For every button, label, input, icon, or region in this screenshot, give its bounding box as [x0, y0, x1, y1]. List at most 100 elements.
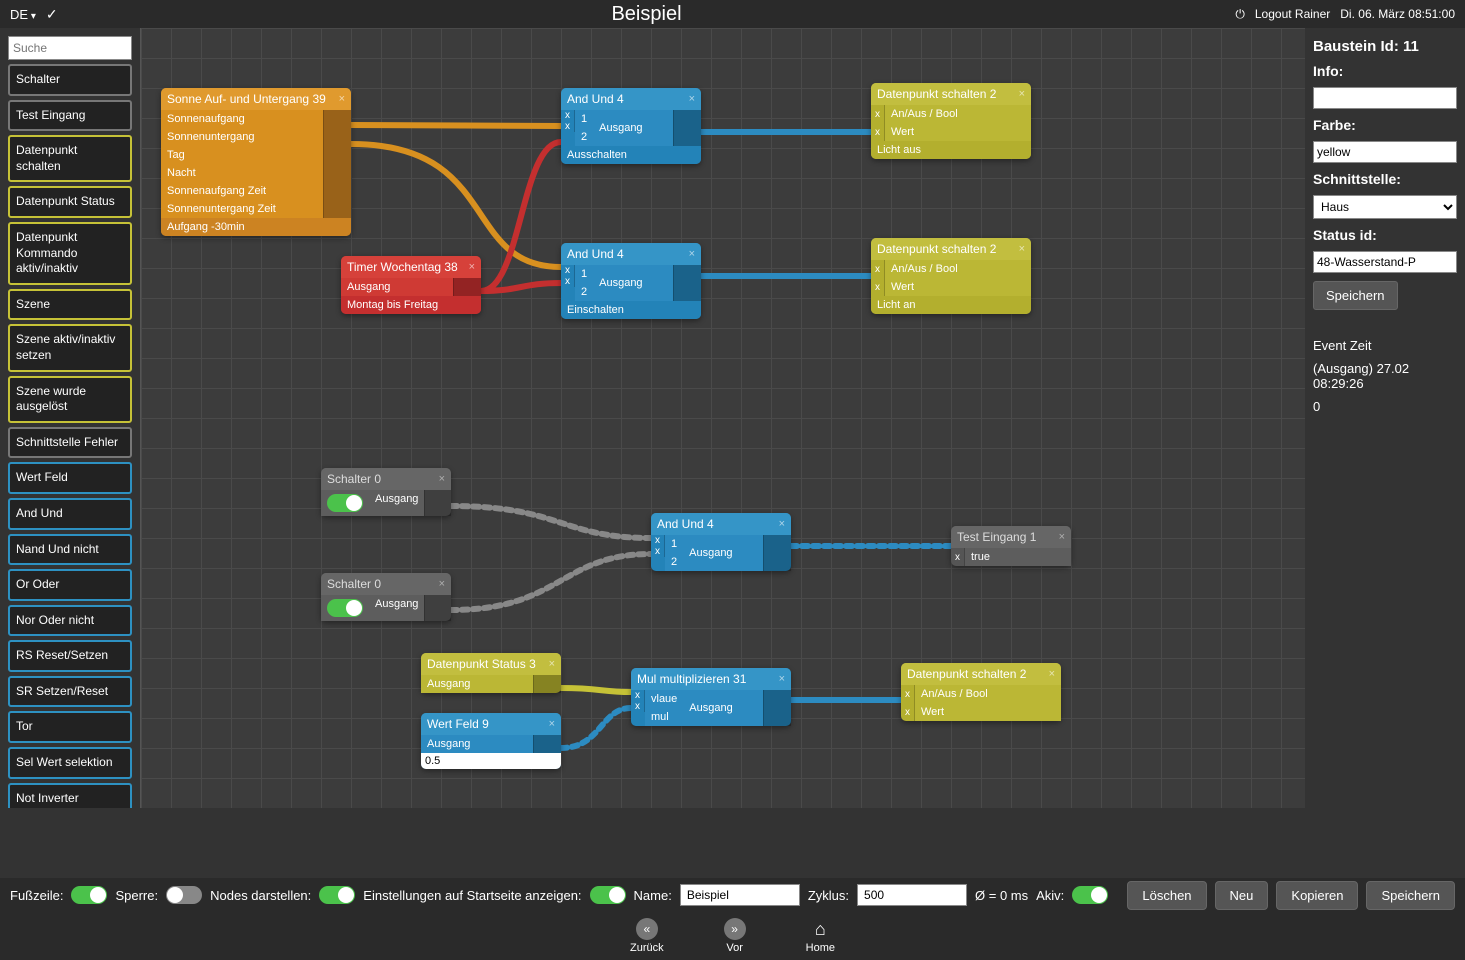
nav-bar: « Zurück » Vor ⌂ Home [0, 912, 1465, 960]
flow-node[interactable]: Datenpunkt schalten 2×xAn/Aus / BoolxWer… [901, 663, 1061, 721]
nodes-toggle[interactable] [319, 886, 355, 904]
sidebar-item[interactable]: Not Inverter [8, 783, 132, 808]
copy-button[interactable]: Kopieren [1276, 881, 1358, 910]
name-label: Name: [634, 888, 672, 903]
close-icon[interactable]: × [689, 93, 695, 105]
schnittstelle-select[interactable]: Haus [1313, 195, 1457, 219]
close-icon[interactable]: × [469, 261, 475, 273]
einstellungen-label: Einstellungen auf Startseite anzeigen: [363, 888, 581, 903]
sidebar-item[interactable]: Nor Oder nicht [8, 605, 132, 637]
close-icon[interactable]: × [779, 518, 785, 530]
close-icon[interactable]: × [439, 473, 445, 485]
sidebar-item[interactable]: Schnittstelle Fehler [8, 427, 132, 459]
power-icon[interactable]: ⏻ [1235, 7, 1245, 22]
close-icon[interactable]: × [1059, 531, 1065, 543]
flow-node[interactable]: Test Eingang 1×xtrue [951, 526, 1071, 566]
flow-node[interactable]: Datenpunkt Status 3×Ausgang [421, 653, 561, 693]
sidebar-item[interactable]: Datenpunkt Kommando aktiv/inaktiv [8, 222, 132, 285]
close-icon[interactable]: × [689, 248, 695, 260]
home-icon: ⌂ [815, 919, 826, 940]
flow-node[interactable]: Schalter 0×Ausgang [321, 468, 451, 516]
sidebar-item[interactable]: Datenpunkt Status [8, 186, 132, 218]
flow-node[interactable]: And Und 4×xx12Ausgang [651, 513, 791, 571]
check-icon[interactable]: ✓ [46, 6, 58, 23]
event-value: 0 [1313, 399, 1457, 414]
sidebar-item[interactable]: Tor [8, 711, 132, 743]
close-icon[interactable]: × [779, 673, 785, 685]
close-icon[interactable]: × [1049, 668, 1055, 680]
back-icon: « [636, 918, 658, 940]
farbe-label: Farbe: [1313, 117, 1457, 133]
save-button-footer[interactable]: Speichern [1366, 881, 1455, 910]
farbe-input[interactable] [1313, 141, 1457, 163]
flow-node[interactable]: Schalter 0×Ausgang [321, 573, 451, 621]
forward-button[interactable]: » Vor [724, 918, 746, 954]
avg-label: Ø = 0 ms [975, 888, 1028, 903]
canvas[interactable]: Sonne Auf- und Untergang 39×Sonnenaufgan… [140, 28, 1305, 808]
close-icon[interactable]: × [339, 93, 345, 105]
info-input[interactable] [1313, 87, 1457, 109]
sidebar-item[interactable]: Datenpunkt schalten [8, 135, 132, 182]
flow-node[interactable]: Wert Feld 9×Ausgang0.5 [421, 713, 561, 769]
flow-node[interactable]: Mul multiplizieren 31×xxvlauemulAusgang [631, 668, 791, 726]
search-input[interactable] [8, 36, 132, 60]
home-button[interactable]: ⌂ Home [806, 919, 835, 954]
flow-node[interactable]: Datenpunkt schalten 2×xAn/Aus / BoolxWer… [871, 238, 1031, 314]
switch-toggle[interactable] [327, 599, 363, 617]
close-icon[interactable]: × [549, 718, 555, 730]
sidebar-item[interactable]: Sel Wert selektion [8, 747, 132, 779]
flow-node[interactable]: And Und 4×xx12AusgangEinschalten [561, 243, 701, 319]
lang-dropdown[interactable]: DE [10, 7, 36, 22]
sidebar-item[interactable]: Nand Und nicht [8, 534, 132, 566]
nodes-label: Nodes darstellen: [210, 888, 311, 903]
forward-icon: » [724, 918, 746, 940]
status-id-input[interactable] [1313, 251, 1457, 273]
fusszeile-toggle[interactable] [71, 886, 107, 904]
sperre-toggle[interactable] [166, 886, 202, 904]
new-button[interactable]: Neu [1215, 881, 1269, 910]
sidebar-item[interactable]: Szene [8, 289, 132, 321]
sidebar-item[interactable]: Test Eingang [8, 100, 132, 132]
akiv-label: Akiv: [1036, 888, 1064, 903]
close-icon[interactable]: × [1019, 243, 1025, 255]
flow-node[interactable]: Sonne Auf- und Untergang 39×Sonnenaufgan… [161, 88, 351, 236]
flow-node[interactable]: Datenpunkt schalten 2×xAn/Aus / BoolxWer… [871, 83, 1031, 159]
flow-node[interactable]: Timer Wochentag 38×AusgangMontag bis Fre… [341, 256, 481, 314]
fusszeile-label: Fußzeile: [10, 888, 63, 903]
sidebar-item[interactable]: RS Reset/Setzen [8, 640, 132, 672]
sidebar-item[interactable]: SR Setzen/Reset [8, 676, 132, 708]
delete-button[interactable]: Löschen [1127, 881, 1206, 910]
close-icon[interactable]: × [549, 658, 555, 670]
status-id-label: Status id: [1313, 227, 1457, 243]
sidebar-item[interactable]: Wert Feld [8, 462, 132, 494]
properties-panel: Baustein Id: 11 Info: Farbe: Schnittstel… [1305, 28, 1465, 808]
save-button[interactable]: Speichern [1313, 281, 1398, 310]
logout-link[interactable]: Logout Rainer [1255, 7, 1330, 21]
zyklus-label: Zyklus: [808, 888, 849, 903]
einstellungen-toggle[interactable] [590, 886, 626, 904]
close-icon[interactable]: × [439, 578, 445, 590]
event-ausgang-value: (Ausgang) 27.02 08:29:26 [1313, 361, 1457, 391]
close-icon[interactable]: × [1019, 88, 1025, 100]
sperre-label: Sperre: [115, 888, 158, 903]
sidebar-item[interactable]: Or Oder [8, 569, 132, 601]
event-zeit-label: Event Zeit [1313, 338, 1457, 353]
switch-toggle[interactable] [327, 494, 363, 512]
topbar: DE ✓ Beispiel ⏻ Logout Rainer Di. 06. Mä… [0, 0, 1465, 28]
info-label: Info: [1313, 63, 1457, 79]
page-title: Beispiel [58, 3, 1236, 26]
sidebar-item[interactable]: Szene aktiv/inaktiv setzen [8, 324, 132, 371]
sidebar: Schalter Test EingangDatenpunkt schalten D… [0, 28, 140, 808]
sidebar-item[interactable]: And Und [8, 498, 132, 530]
zyklus-input[interactable] [857, 884, 967, 906]
back-button[interactable]: « Zurück [630, 918, 664, 954]
datetime-label: Di. 06. März 08:51:00 [1340, 7, 1455, 21]
sidebar-item[interactable]: Szene wurde ausgelöst [8, 376, 132, 423]
baustein-id-label: Baustein Id: 11 [1313, 38, 1457, 55]
flow-node[interactable]: And Und 4×xx12AusgangAusschalten [561, 88, 701, 164]
akiv-toggle[interactable] [1072, 886, 1108, 904]
name-input[interactable] [680, 884, 800, 906]
schnittstelle-label: Schnittstelle: [1313, 171, 1457, 187]
footer-bar: Fußzeile: Sperre: Nodes darstellen: Eins… [0, 878, 1465, 912]
sidebar-item[interactable]: Schalter [8, 64, 132, 96]
